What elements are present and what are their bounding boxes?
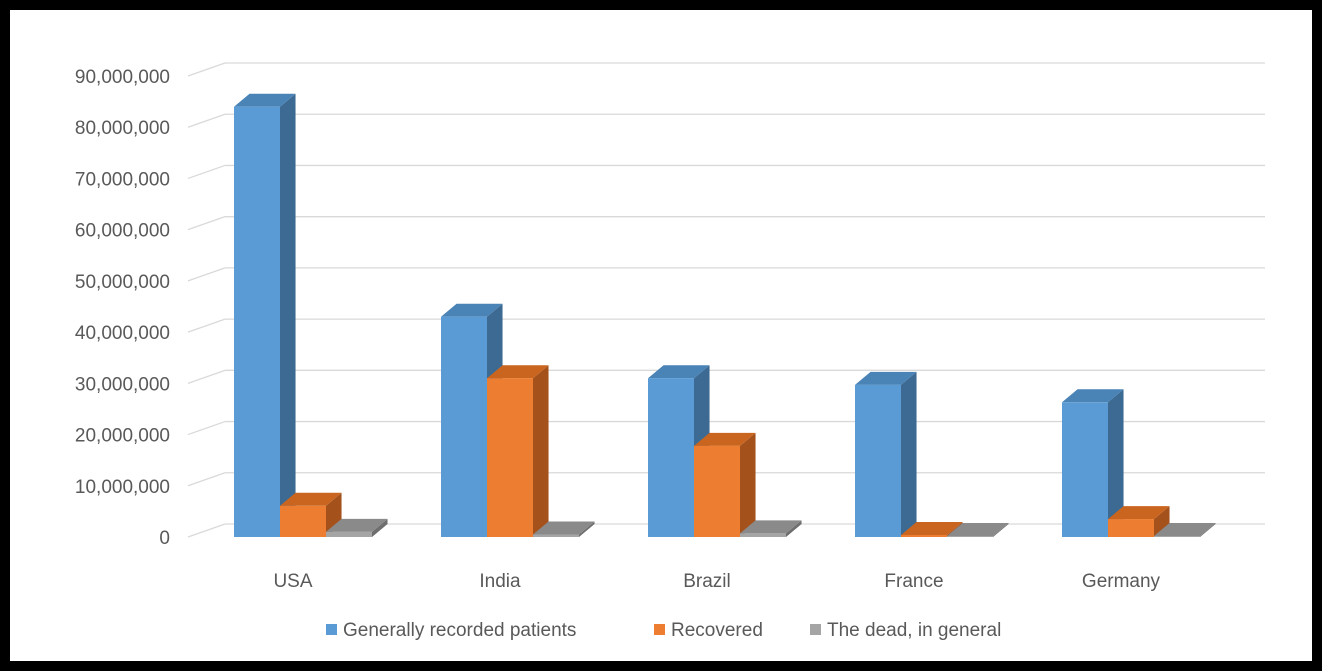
bar-top: [1108, 506, 1170, 520]
bar-front: [947, 535, 993, 537]
bar-top: [234, 93, 296, 107]
legend: Generally recorded patients Recovered The …: [326, 620, 1001, 641]
bar-front: [648, 378, 694, 537]
bar-top: [1062, 389, 1124, 403]
x-tick-label: India: [479, 571, 521, 592]
bar: [533, 521, 595, 537]
y-tick-label: 50,000,000: [75, 272, 170, 293]
bar-front: [740, 533, 786, 537]
bar: [1062, 389, 1124, 537]
legend-swatch: [326, 624, 337, 635]
gridlines: [187, 62, 1265, 538]
bar: [234, 93, 296, 537]
bar: [326, 518, 388, 537]
bar: [947, 522, 1009, 537]
gridline-depth: [187, 318, 226, 333]
bars: [234, 93, 1216, 537]
x-tick-label: Germany: [1082, 571, 1161, 592]
bar-side: [280, 93, 296, 537]
bar-side: [786, 520, 802, 537]
y-tick-label: 0: [159, 528, 170, 549]
gridline-depth: [187, 267, 226, 282]
bar-front: [234, 106, 280, 537]
x-tick-label: France: [884, 571, 943, 592]
bar-front: [533, 534, 579, 537]
bar-side: [1154, 506, 1170, 537]
bar-chart: 0 10,000,000 20,000,000 30,000,000 40,000,00…: [75, 62, 1265, 641]
y-tick-label: 10,000,000: [75, 477, 170, 498]
gridline-depth: [187, 62, 226, 77]
legend-swatch: [654, 624, 665, 635]
y-tick-label: 60,000,000: [75, 221, 170, 242]
bar-side: [901, 371, 917, 537]
legend-item: The dead, in general: [810, 620, 1001, 641]
bar: [487, 365, 549, 537]
x-tick-label: USA: [273, 571, 312, 592]
bar: [694, 432, 756, 537]
bar-top: [947, 522, 1009, 536]
gridline-depth: [187, 523, 226, 538]
y-tick-label: 30,000,000: [75, 374, 170, 395]
bar: [1154, 522, 1216, 537]
bar-top: [855, 371, 917, 385]
gridline-depth: [187, 216, 226, 231]
bar-front: [855, 384, 901, 537]
bar-side: [1200, 522, 1216, 537]
bar-top: [441, 303, 503, 317]
bar-top: [326, 518, 388, 532]
gridline-depth: [187, 113, 226, 128]
bar-top: [901, 521, 963, 535]
gridline-depth: [187, 369, 226, 384]
gridline-depth: [187, 472, 226, 487]
bar-top: [648, 365, 710, 379]
x-tick-label: Brazil: [683, 571, 731, 592]
bar-front: [901, 534, 947, 537]
bar: [1108, 506, 1170, 537]
bar-front: [441, 316, 487, 537]
bar-top: [280, 492, 342, 506]
bar-top: [1154, 522, 1216, 536]
bar-side: [533, 365, 549, 537]
chart-frame: 0 10,000,000 20,000,000 30,000,000 40,000,00…: [10, 10, 1312, 661]
bar-front: [487, 378, 533, 537]
y-tick-label: 80,000,000: [75, 118, 170, 139]
x-axis-tick-labels: USA India Brazil France Germany: [273, 571, 1160, 592]
bar-top: [740, 520, 802, 534]
legend-label: Recovered: [671, 620, 763, 641]
y-tick-label: 20,000,000: [75, 426, 170, 447]
bar-top: [487, 365, 549, 379]
bar-front: [1154, 535, 1200, 537]
bar-front: [694, 445, 740, 537]
y-tick-label: 70,000,000: [75, 169, 170, 190]
legend-swatch: [810, 624, 821, 635]
legend-item: Generally recorded patients: [326, 620, 576, 641]
bar-top: [533, 521, 595, 535]
gridline-depth: [187, 420, 226, 436]
bar: [740, 520, 802, 537]
bar-front: [1062, 402, 1108, 537]
bar-top: [694, 432, 756, 446]
bar-side: [1108, 389, 1124, 537]
bar-front: [280, 505, 326, 537]
y-axis-tick-labels: 0 10,000,000 20,000,000 30,000,000 40,000,00…: [75, 67, 170, 549]
bar: [855, 371, 917, 537]
gridline-depth: [187, 164, 226, 180]
bar-front: [326, 531, 372, 537]
bar-side: [372, 518, 388, 537]
legend-label: The dead, in general: [827, 620, 1001, 641]
bar-side: [740, 432, 756, 537]
bar-front: [1108, 519, 1154, 537]
bar-side: [579, 521, 595, 537]
y-tick-label: 90,000,000: [75, 67, 170, 88]
y-tick-label: 40,000,000: [75, 323, 170, 344]
bar-side: [993, 522, 1009, 537]
legend-label: Generally recorded patients: [343, 620, 576, 641]
legend-item: Recovered: [654, 620, 763, 641]
